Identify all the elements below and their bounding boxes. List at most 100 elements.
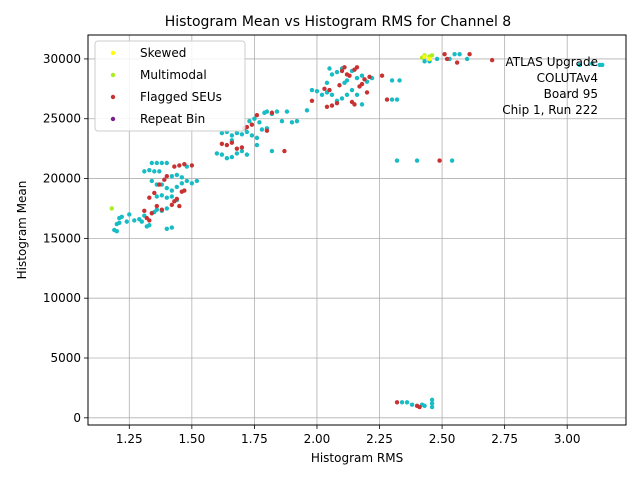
data-point	[309, 87, 315, 93]
annotation-line: Board 95	[544, 87, 598, 101]
data-point	[324, 80, 330, 86]
data-point	[147, 167, 152, 173]
data-point	[159, 160, 165, 166]
data-point	[294, 118, 300, 124]
data-point	[489, 57, 495, 63]
data-point	[174, 172, 180, 178]
data-point	[454, 60, 460, 65]
data-point	[189, 181, 195, 186]
data-point	[114, 228, 119, 234]
legend-label: Skewed	[140, 46, 186, 60]
x-tick-label: 2.50	[429, 432, 456, 446]
data-point	[342, 80, 347, 86]
data-point	[239, 132, 245, 137]
data-point	[234, 151, 240, 156]
data-point	[124, 219, 129, 224]
annotation-line: COLUTAv4	[537, 71, 598, 85]
data-point	[349, 87, 355, 93]
data-point	[164, 173, 170, 179]
data-point	[269, 110, 275, 115]
data-point	[429, 53, 435, 58]
data-point	[364, 90, 370, 95]
data-point	[429, 397, 435, 403]
data-point	[254, 142, 260, 148]
annotation-line: ATLAS Upgrade	[505, 55, 598, 69]
y-axis-label: Histogram Mean	[15, 181, 29, 280]
data-point	[164, 195, 170, 200]
data-point	[157, 182, 162, 187]
data-point	[169, 194, 175, 199]
data-point	[347, 73, 352, 78]
chart-title: Histogram Mean vs Histogram RMS for Chan…	[165, 14, 511, 30]
data-point	[254, 135, 260, 141]
data-point	[329, 72, 335, 77]
data-point	[284, 109, 290, 114]
data-point	[394, 97, 400, 102]
data-point	[182, 188, 187, 193]
data-point	[437, 158, 442, 163]
data-point	[179, 181, 185, 186]
data-point	[149, 160, 155, 166]
legend-marker	[110, 50, 116, 56]
data-point	[384, 97, 390, 102]
y-tick-label: 5000	[50, 351, 81, 365]
data-point	[379, 73, 385, 78]
data-point	[219, 130, 225, 136]
data-point	[142, 208, 147, 214]
data-point	[314, 89, 320, 94]
data-point	[394, 158, 400, 163]
data-point	[264, 109, 270, 114]
data-point	[352, 102, 357, 107]
data-point	[149, 211, 155, 216]
data-point	[147, 218, 152, 223]
data-point	[324, 104, 330, 109]
data-point	[399, 400, 405, 405]
x-tick-label: 1.50	[178, 432, 205, 446]
chart-annotation: ATLAS Upgrade COLUTAv4 Board 95 Chip 1, Run…	[502, 55, 598, 117]
x-tick-label: 1.75	[241, 432, 268, 446]
data-point	[109, 206, 114, 211]
legend-marker	[110, 116, 116, 122]
data-point	[257, 120, 262, 125]
data-point	[249, 122, 255, 127]
data-point	[174, 184, 180, 190]
data-point	[577, 62, 582, 68]
data-point	[359, 81, 365, 87]
data-point	[464, 56, 470, 62]
data-point	[174, 196, 180, 202]
data-point	[177, 203, 182, 209]
data-point	[162, 177, 167, 182]
data-point	[234, 146, 240, 151]
data-point	[429, 401, 435, 406]
data-point	[329, 103, 335, 108]
data-point	[600, 62, 605, 68]
y-tick-label: 25000	[43, 112, 81, 126]
data-point	[327, 87, 332, 93]
data-point	[152, 169, 157, 174]
data-point	[219, 141, 225, 147]
data-point	[169, 202, 175, 208]
data-point	[132, 218, 137, 223]
data-point	[194, 178, 200, 184]
data-point	[147, 195, 152, 200]
data-point	[214, 151, 220, 156]
data-point	[337, 83, 342, 88]
x-tick-label: 2.75	[491, 432, 518, 446]
data-point	[224, 142, 230, 148]
data-point	[359, 102, 365, 107]
legend: Skewed Multimodal Flagged SEUs Repeat Bin	[94, 40, 246, 132]
data-point	[362, 77, 367, 82]
data-point	[164, 226, 170, 232]
data-point	[359, 73, 365, 78]
annotation-line: Chip 1, Run 222	[502, 103, 598, 117]
y-tick-label: 30000	[43, 52, 81, 66]
y-tick-label: 10000	[43, 291, 81, 305]
data-point	[142, 169, 147, 174]
data-point	[189, 163, 195, 168]
data-point	[417, 404, 422, 410]
data-point	[179, 175, 185, 180]
data-point	[229, 140, 235, 145]
data-point	[254, 112, 260, 118]
grid-lines	[88, 35, 626, 425]
data-point	[139, 219, 144, 224]
